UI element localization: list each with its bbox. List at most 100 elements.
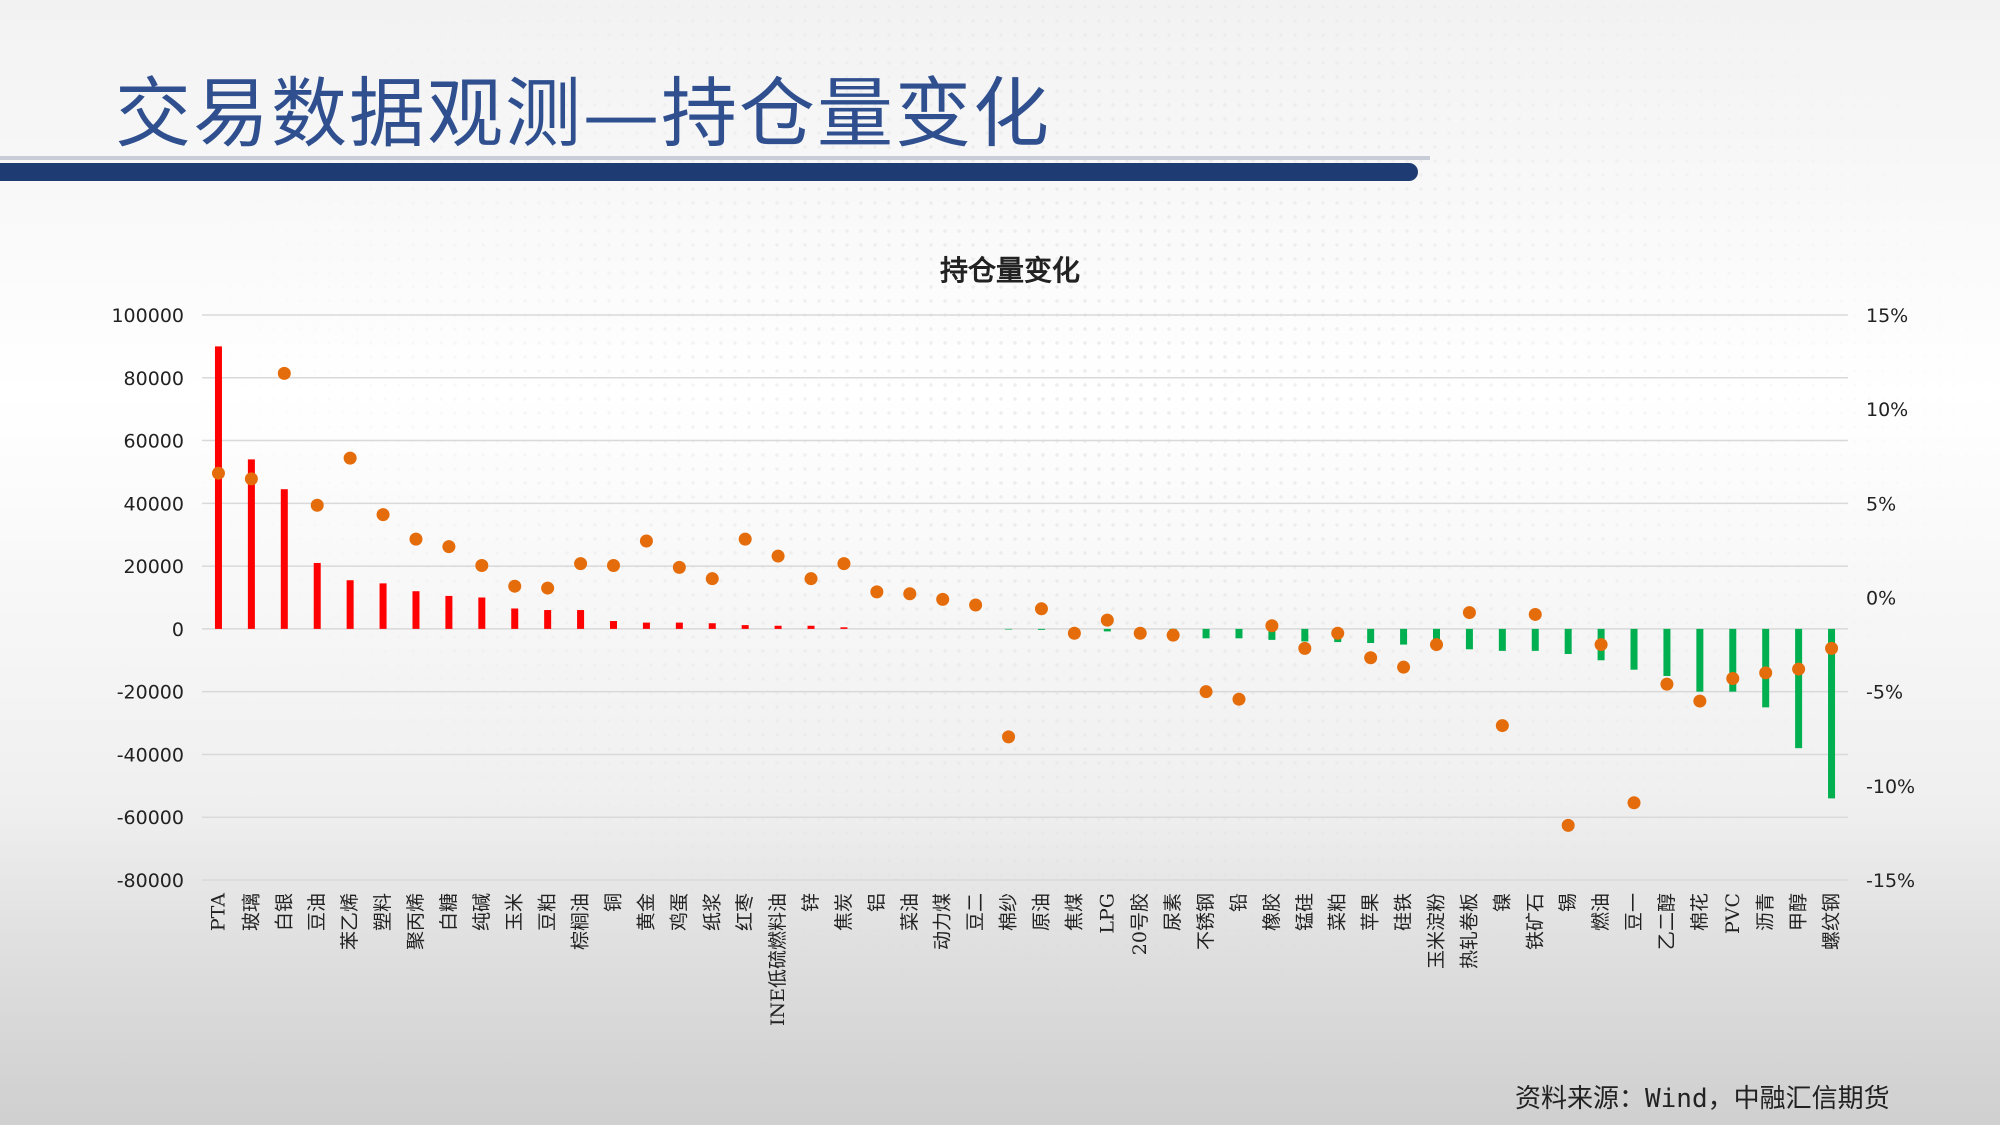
percent-point xyxy=(1100,613,1114,627)
page-title: 交易数据观测—持仓量变化 xyxy=(115,69,1051,158)
percent-point xyxy=(870,585,884,599)
left-tick-label: 100000 xyxy=(111,305,184,327)
category-label: 20号胶 xyxy=(1129,893,1151,955)
bar xyxy=(1202,628,1210,639)
bar xyxy=(1729,628,1737,692)
category-label: 不锈钢 xyxy=(1195,893,1217,950)
left-tick-label: -60000 xyxy=(117,807,184,829)
left-tick-label: 60000 xyxy=(124,431,184,453)
category-label: 铁矿石 xyxy=(1524,893,1546,950)
percent-point xyxy=(936,592,950,606)
category-label: 铜 xyxy=(603,893,625,912)
percent-point xyxy=(211,466,225,480)
category-label: 豆二 xyxy=(965,893,987,931)
category-label: 棉花 xyxy=(1689,893,1711,931)
category-label: 苯乙烯 xyxy=(339,893,361,950)
right-tick-label: 0% xyxy=(1866,588,1896,610)
left-tick-label: 20000 xyxy=(124,556,184,578)
percent-point xyxy=(1759,666,1773,680)
percent-point xyxy=(1232,692,1246,706)
percent-point xyxy=(541,581,555,595)
bar xyxy=(1564,628,1572,654)
bar xyxy=(1630,628,1638,670)
category-label: 甲醇 xyxy=(1788,893,1810,931)
bar-series xyxy=(214,346,1836,799)
percent-point xyxy=(804,572,818,586)
category-label: LPG xyxy=(1096,893,1118,934)
category-label: 玉米淀粉 xyxy=(1426,893,1448,969)
category-label: 动力煤 xyxy=(932,893,954,950)
category-label: 棕榈油 xyxy=(570,893,592,950)
category-label: 铝 xyxy=(866,893,888,912)
percent-point xyxy=(969,598,983,612)
title-underline-bar xyxy=(0,163,1418,181)
category-label: 白糖 xyxy=(438,893,460,931)
category-label: 焦炭 xyxy=(833,893,855,931)
percent-point xyxy=(1726,671,1740,685)
percent-point xyxy=(508,579,522,593)
percent-point xyxy=(837,557,851,571)
percent-point xyxy=(1002,730,1016,744)
percent-point xyxy=(1067,626,1081,640)
percent-point xyxy=(442,540,456,554)
percent-point xyxy=(1298,641,1312,655)
gridlines xyxy=(202,314,1848,881)
bar xyxy=(379,583,387,629)
bar xyxy=(478,597,486,629)
left-tick-label: -40000 xyxy=(117,744,184,766)
category-label: 苹果 xyxy=(1360,893,1382,931)
category-label: 热轧卷板 xyxy=(1458,893,1480,969)
category-label: 螺纹钢 xyxy=(1821,893,1843,950)
category-label: 鸡蛋 xyxy=(668,893,690,931)
left-tick-label: -80000 xyxy=(117,870,184,892)
percent-point xyxy=(343,451,357,465)
right-tick-label: 15% xyxy=(1866,305,1908,327)
category-label: 锰硅 xyxy=(1294,893,1316,931)
category-label: 玉米 xyxy=(504,893,526,931)
percent-point xyxy=(1364,651,1378,665)
bar xyxy=(445,595,453,629)
left-tick-label: 0 xyxy=(172,619,184,641)
left-tick-label: 40000 xyxy=(124,493,184,515)
bar xyxy=(280,489,288,629)
percent-point xyxy=(1792,662,1806,676)
bar xyxy=(1795,628,1803,749)
bar xyxy=(1465,628,1473,650)
percent-point xyxy=(574,557,588,571)
bar xyxy=(1367,628,1375,644)
category-label: 锌 xyxy=(800,893,822,912)
category-label: 尿素 xyxy=(1162,893,1184,931)
category-label: 红枣 xyxy=(734,893,756,931)
percent-point xyxy=(244,472,258,486)
chart-title: 持仓量变化 xyxy=(940,254,1080,287)
category-label: 锡 xyxy=(1557,893,1579,912)
category-label: 棉纱 xyxy=(998,893,1020,931)
category-label: 纸浆 xyxy=(701,893,723,931)
percent-point xyxy=(376,508,390,522)
bar xyxy=(1828,628,1836,799)
right-axis: 15% 10% 5% 0% -5% -10% -15% xyxy=(1866,305,1915,892)
right-tick-label: 5% xyxy=(1866,493,1896,515)
percent-point xyxy=(672,560,686,574)
bar xyxy=(1301,628,1309,642)
category-label: 塑料 xyxy=(372,893,394,931)
percent-point xyxy=(1594,638,1608,652)
percent-point xyxy=(475,558,489,572)
category-label: 黄金 xyxy=(635,893,657,931)
percent-point xyxy=(738,532,752,546)
cityscape-background xyxy=(0,820,2000,1125)
bar xyxy=(346,580,354,629)
category-label: PVC xyxy=(1722,893,1744,934)
category-label: 菜油 xyxy=(899,893,921,931)
bar xyxy=(1037,628,1045,630)
percent-point xyxy=(310,498,324,512)
category-label: 焦煤 xyxy=(1063,893,1085,931)
bar xyxy=(610,621,617,629)
left-tick-label: 80000 xyxy=(124,368,184,390)
category-label: 玻璃 xyxy=(240,893,262,931)
percent-point xyxy=(607,558,620,572)
left-axis: 100000 80000 60000 40000 20000 0 -20000 -40000 -… xyxy=(111,305,184,892)
right-tick-label: -5% xyxy=(1866,682,1903,704)
